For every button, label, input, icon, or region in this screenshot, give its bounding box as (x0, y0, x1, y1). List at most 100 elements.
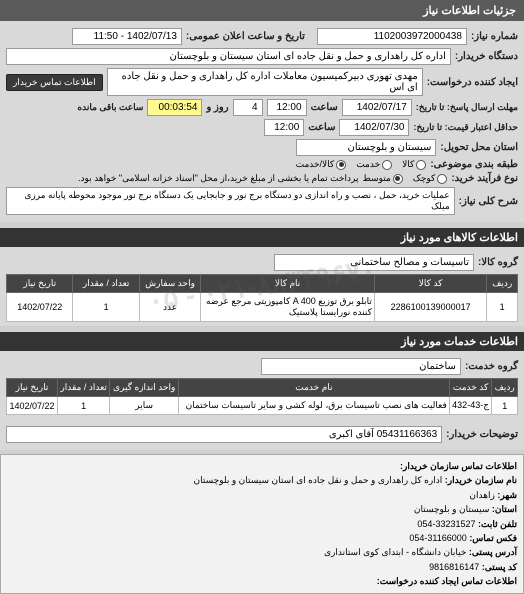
services-section-title: اطلاعات خدمات مورد نیاز (0, 332, 524, 351)
province-value: سیستان و بلوچستان (414, 504, 490, 514)
td: تابلو برق توزیع A 400 کامپوزیتی مرجع عرض… (201, 293, 375, 322)
th: تعداد / مقدار (57, 379, 109, 397)
packaging-opt-1[interactable]: خدمت (356, 159, 392, 170)
table-row: 1 2286100139000017 تابلو برق توزیع A 400… (7, 293, 518, 322)
td: 2286100139000017 (374, 293, 486, 322)
page-header: جزئیات اطلاعات نیاز (0, 0, 524, 21)
radio-icon (393, 174, 403, 184)
td: 1 (57, 397, 109, 415)
buyer-notes-section: توضیحات خریدار: 05431166363 آقای اکبری (0, 419, 524, 450)
buytype-opt-1[interactable]: متوسط (362, 173, 402, 184)
address-label: آدرس پستی: (469, 547, 517, 557)
postal-value: 9816816147 (429, 562, 479, 572)
org-label: نام سازمان خریدار: (445, 475, 517, 485)
address-value: خیابان دانشگاه - ابتدای کوی استانداری (324, 547, 466, 557)
phone-value: 33231527-054 (417, 519, 475, 529)
td: فعالیت های نصب تاسیسات برق، لوله کشی و س… (178, 397, 449, 415)
remain-time-label: ساعت باقی مانده (77, 102, 143, 113)
delivery-province-value: سیستان و بلوچستان (296, 139, 436, 156)
hour-label-1: ساعت (311, 102, 338, 113)
buyer-notes-value: 05431166363 آقای اکبری (6, 426, 442, 443)
remain-day: 4 (233, 99, 263, 116)
packaging-label: طبقه بندی موضوعی: (430, 159, 518, 170)
td: ج-43-432 (449, 397, 492, 415)
buyer-value: اداره کل راهداری و حمل و نقل جاده ای است… (6, 48, 451, 65)
goods-group-value: تاسیسات و مصالح ساختمانی (274, 254, 474, 271)
services-table-header: ردیف کد خدمت نام خدمت واحد اندازه گیری ت… (7, 379, 518, 397)
th: نام خدمت (178, 379, 449, 397)
desc-value: عملیات خرید، حمل ، نصب و راه اندازی دو د… (6, 187, 455, 215)
postal-label: کد پستی: (482, 562, 517, 572)
remain-day-label: روز و (206, 102, 228, 113)
phone-label: تلفن ثابت: (478, 519, 517, 529)
deadline-send-label: مهلت ارسال پاسخ: تا تاریخ: (416, 102, 518, 113)
buytype-label: نوع فرآیند خرید: (451, 173, 518, 184)
buytype-radio-group: کوچک متوسط (362, 173, 447, 184)
goods-table: ردیف کد کالا نام کالا واحد سفارش تعداد /… (6, 274, 518, 322)
td: 1402/07/22 (7, 397, 58, 415)
goods-section: گروه کالا: تاسیسات و مصالح ساختمانی ردیف… (0, 247, 524, 326)
requester-label: ایجاد کننده درخواست: (427, 77, 518, 88)
desc-label: شرح کلی نیاز: (459, 196, 518, 207)
th: کد کالا (374, 275, 486, 293)
td: 1 (492, 397, 518, 415)
fax-label: فکس تماس: (469, 533, 517, 543)
th: ردیف (487, 275, 518, 293)
td: 1 (73, 293, 139, 322)
request-number-value: 1102003972000438 (317, 28, 467, 45)
org-value: اداره کل راهداری و حمل و نقل جاده ای است… (194, 475, 443, 485)
radio-icon (437, 174, 447, 184)
th: تاریخ نیاز (7, 379, 58, 397)
radio-icon (416, 160, 426, 170)
service-group-value: ساختمان (261, 358, 461, 375)
province-label: استان: (492, 504, 517, 514)
requester-value: مهدی تهوری دبیرکمیسیون معاملات اداره کل … (107, 68, 423, 96)
radio-icon (382, 160, 392, 170)
hour-label-2: ساعت (308, 122, 335, 133)
announce-value: 1402/07/13 - 11:50 (72, 28, 182, 45)
deadline-send-hour: 12:00 (267, 99, 307, 116)
th: تعداد / مقدار (73, 275, 139, 293)
services-section: گروه خدمت: ساختمان ردیف کد خدمت نام خدمت… (0, 351, 524, 419)
announce-label: تاریخ و ساعت اعلان عمومی: (186, 31, 305, 42)
goods-section-title: اطلاعات کالاهای مورد نیاز (0, 228, 524, 247)
table-row: 1 ج-43-432 فعالیت های نصب تاسیسات برق، ل… (7, 397, 518, 415)
request-number-label: شماره نیاز: (471, 31, 518, 42)
city-value: زاهدان (469, 490, 494, 500)
packaging-radio-group: کالا خدمت کالا/خدمت (296, 159, 427, 170)
service-group-label: گروه خدمت: (465, 361, 518, 372)
buytype-note: پرداخت تمام یا بخشی از مبلغ خرید،از محل … (78, 173, 358, 184)
contact-title: اطلاعات تماس سازمان خریدار: (7, 459, 517, 473)
deadline-send-date: 1402/07/17 (342, 99, 412, 116)
fax-value: 31166000-054 (409, 533, 466, 543)
buyer-notes-label: توضیحات خریدار: (446, 429, 518, 440)
buyer-contact-button[interactable]: اطلاعات تماس خریدار (6, 74, 103, 91)
packaging-opt-0[interactable]: کالا (402, 159, 426, 170)
th: واحد اندازه گیری (110, 379, 179, 397)
th: تاریخ نیاز (7, 275, 73, 293)
page-title: جزئیات اطلاعات نیاز (423, 5, 516, 17)
price-valid-date: 1402/07/30 (339, 119, 409, 136)
th: نام کالا (201, 275, 375, 293)
td: سایر (110, 397, 179, 415)
th: واحد سفارش (139, 275, 200, 293)
goods-group-label: گروه کالا: (478, 257, 518, 268)
packaging-opt-2[interactable]: کالا/خدمت (296, 159, 347, 170)
td: عدد (139, 293, 200, 322)
remain-time: 00:03:54 (147, 99, 202, 116)
services-table: ردیف کد خدمت نام خدمت واحد اندازه گیری ت… (6, 378, 518, 415)
th: کد خدمت (449, 379, 492, 397)
price-valid-hour: 12:00 (264, 119, 304, 136)
goods-table-header: ردیف کد کالا نام کالا واحد سفارش تعداد /… (7, 275, 518, 293)
price-valid-label: حداقل اعتبار قیمت: تا تاریخ: (413, 122, 518, 133)
td: 1402/07/22 (7, 293, 73, 322)
requester-contact-title: اطلاعات تماس ایجاد کننده درخواست: (7, 574, 517, 588)
contact-info-box: اطلاعات تماس سازمان خریدار: نام سازمان خ… (0, 454, 524, 594)
buytype-opt-0[interactable]: کوچک (413, 173, 448, 184)
buyer-label: دستگاه خریدار: (455, 51, 518, 62)
radio-icon (336, 160, 346, 170)
td: 1 (487, 293, 518, 322)
city-label: شهر: (497, 490, 517, 500)
delivery-province-label: استان محل تحویل: (440, 142, 518, 153)
th: ردیف (492, 379, 518, 397)
